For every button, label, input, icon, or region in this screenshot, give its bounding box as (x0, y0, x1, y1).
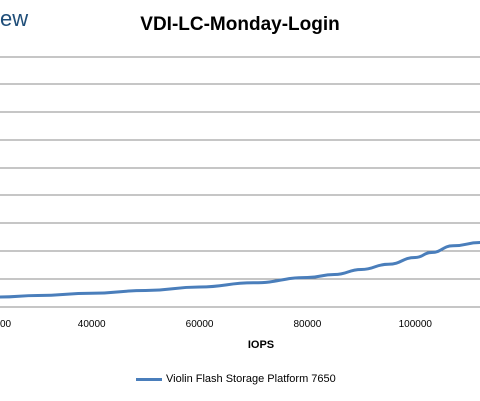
series-line (0, 241, 480, 299)
x-tick-label: 100000 (399, 319, 433, 330)
x-tick-label: 40000 (78, 319, 106, 330)
x-axis-label: IOPS (248, 339, 274, 351)
legend-label: Violin Flash Storage Platform 7650 (166, 373, 336, 385)
x-tick-label: 60000 (186, 319, 214, 330)
chart-title: VDI-LC-Monday-Login (140, 14, 340, 35)
logo-text-fragment: ew (0, 6, 29, 31)
chart-legend: Violin Flash Storage Platform 7650 (136, 373, 336, 385)
x-tick-label: 80000 (294, 319, 322, 330)
legend-swatch (136, 377, 162, 381)
x-tick-label-partial: 00 (0, 319, 12, 330)
